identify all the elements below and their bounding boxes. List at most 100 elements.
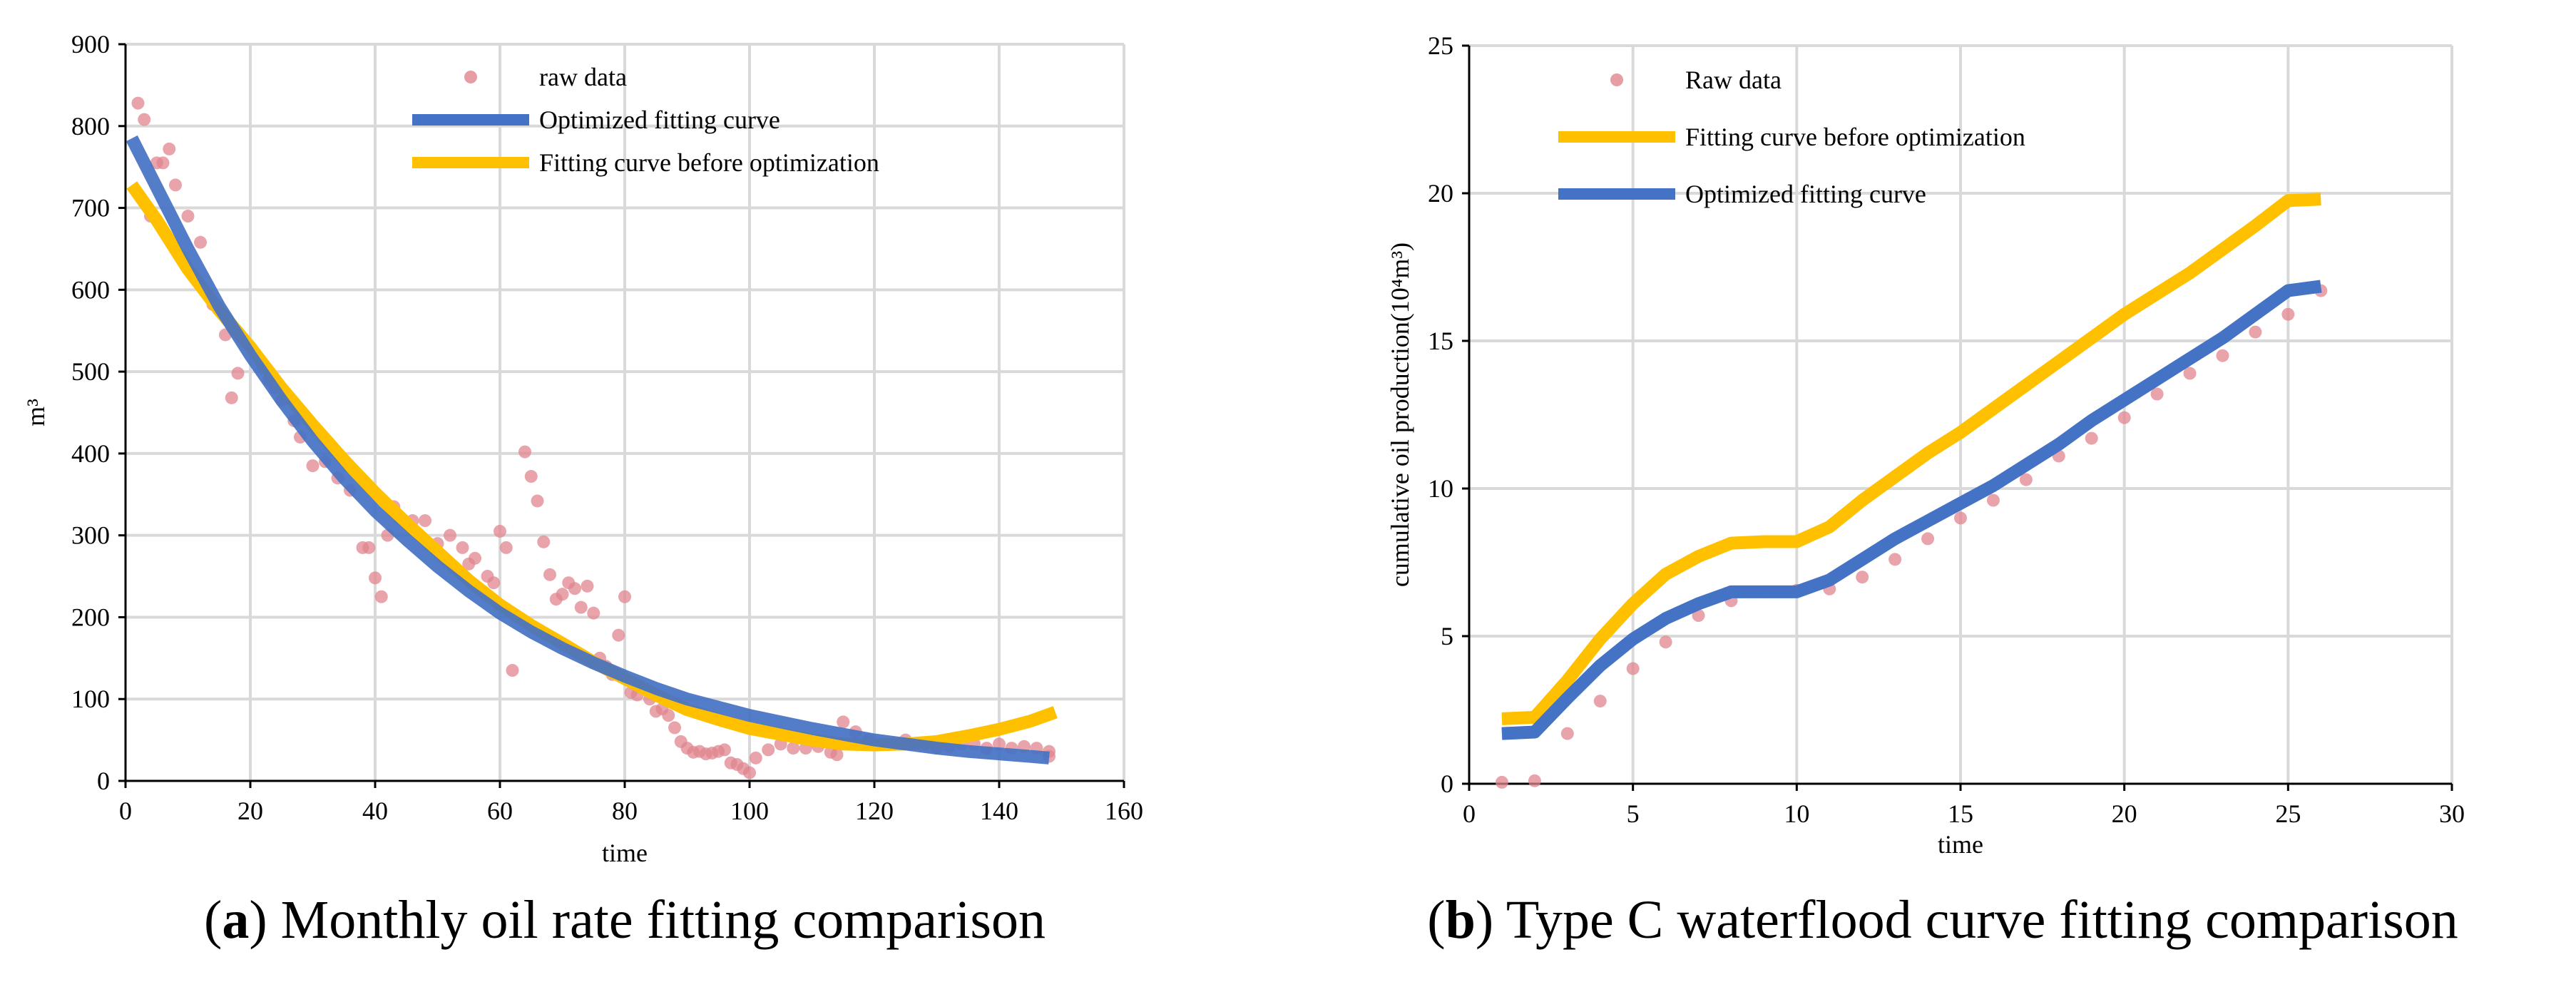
y-tick-label: 500 [71,357,110,386]
x-axis-label: time [602,839,648,867]
raw-data-point [1659,635,1672,649]
raw-data-point [156,156,170,170]
caption-open-paren: ( [204,890,222,950]
raw-data-point [231,367,245,380]
panel-caption: (a) Monthly oil rate fitting comparison [204,890,1046,950]
raw-data-point [743,766,756,779]
raw-data-point [487,576,501,590]
raw-data-point [612,628,625,642]
x-tick-label: 30 [2439,799,2465,828]
raw-data-point [131,96,145,110]
raw-data-point [419,514,431,528]
x-tick-label: 0 [119,797,132,825]
y-tick-label: 700 [71,194,110,223]
legend: Raw data Fitting curve before optimizatio… [1558,66,2025,208]
caption-text: Monthly oil rate fitting comparison [281,890,1046,950]
raw-data-point [2117,411,2131,424]
y-tick-label: 300 [71,521,110,550]
raw-data-point [581,579,594,593]
x-tick-label: 15 [1948,799,1973,828]
raw-data-point [506,664,519,677]
x-tick-label: 40 [362,797,388,825]
raw-data-point [2281,307,2295,321]
raw-data-point [169,178,182,192]
x-tick-label: 140 [980,797,1018,825]
y-tick-label: 0 [1441,769,1453,798]
raw-data-point [537,535,551,548]
y-tick-label: 200 [71,603,110,631]
legend-entry-label: Fitting curve before optimization [539,148,879,177]
raw-data-point [1528,774,1541,787]
raw-data-point [1560,727,1574,740]
raw-data-point [2085,431,2098,445]
raw-data-point [662,709,675,722]
raw-data-point [362,541,376,554]
raw-data-point [499,541,513,554]
optimized-fitting-curve [1501,280,2322,740]
raw-data-point [1692,609,1705,623]
raw-data-point [494,524,506,538]
raw-data-point [531,494,544,508]
legend-marker-raw-data [1610,73,1623,86]
raw-data-point [2249,325,2262,339]
raw-data-point [138,113,151,126]
raw-data-point [194,235,207,249]
raw-data-point [762,743,775,757]
fitting-curve-before-optimization [1501,193,2321,725]
x-tick-label: 10 [1784,799,1809,828]
optimized-fitting-curve [126,135,1050,764]
x-tick-label: 80 [612,797,638,825]
caption-text: Type C waterflood curve fitting comparis… [1506,890,2458,950]
legend-entry-label: Fitting curve before optimization [1685,123,2025,151]
raw-data-point [2183,367,2197,380]
raw-data-point [587,606,600,620]
panel-b-waterflood-curve: 0 5 10 15 20 25 30 0 5 10 15 20 25 time cumulative oil… [1386,31,2465,950]
raw-data-point [2216,349,2229,362]
raw-data-point [444,528,456,542]
series-layer [1495,193,2328,789]
x-tick-label: 5 [1627,799,1640,828]
legend-entry-label: Optimized fitting curve [539,106,780,134]
raw-data-point [556,588,569,601]
raw-data-point [524,470,538,484]
x-tick-label: 160 [1105,797,1143,825]
panel-caption: (b) Type C waterflood curve fitting comp… [1427,890,2458,950]
caption-close-paren: ) [249,890,280,950]
raw-data-point [1626,662,1640,675]
y-tick-label: 10 [1428,474,1453,503]
legend: raw data Optimized fitting curve Fitting c… [412,63,879,177]
raw-data-point [456,541,469,554]
raw-data-point [830,748,844,762]
x-tick-label: 100 [730,797,769,825]
caption-letter: a [222,890,249,950]
y-tick-label: 0 [97,767,110,795]
y-axis-label: cumulative oil production(10⁴m³) [1386,242,1414,587]
y-axis-label: m³ [21,399,50,426]
raw-data-point [543,568,556,581]
raw-data-point [1986,494,2000,507]
x-tick-label: 60 [487,797,513,825]
raw-data-point [1921,532,1935,546]
raw-data-point [787,742,800,755]
raw-data-point [374,590,388,603]
y-tick-label: 25 [1428,31,1453,60]
y-tick-label: 5 [1441,622,1453,650]
x-tick-label: 25 [2275,799,2301,828]
raw-data-point [469,551,481,565]
raw-data-point [837,715,850,729]
y-tick-label: 600 [71,275,110,304]
raw-data-point [1954,511,1967,525]
legend-entry-label: raw data [539,63,627,91]
x-tick-label: 20 [237,797,263,825]
raw-data-point [181,210,195,223]
y-tick-label: 800 [71,112,110,140]
raw-data-point [574,600,588,614]
legend-entry-label: Optimized fitting curve [1685,180,1926,208]
x-tick-label: 20 [2112,799,2137,828]
y-tick-label: 400 [71,439,110,468]
x-axis-label: time [1938,830,1983,859]
raw-data-point [2150,387,2164,401]
y-tick-label: 100 [71,685,110,713]
